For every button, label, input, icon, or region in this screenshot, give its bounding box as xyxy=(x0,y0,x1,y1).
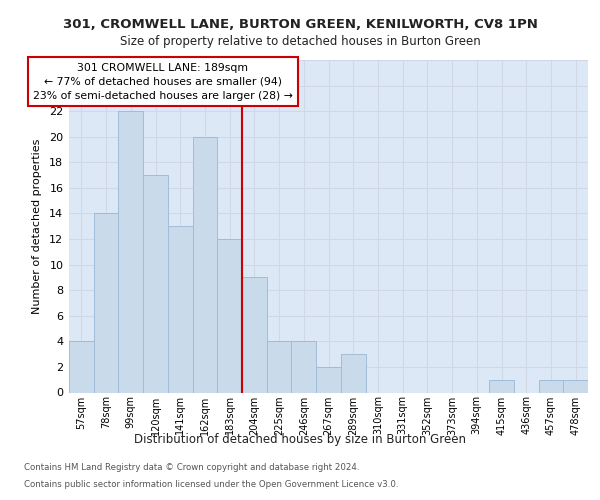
Text: 301, CROMWELL LANE, BURTON GREEN, KENILWORTH, CV8 1PN: 301, CROMWELL LANE, BURTON GREEN, KENILW… xyxy=(62,18,538,30)
Bar xyxy=(563,380,588,392)
Bar xyxy=(489,380,514,392)
Bar xyxy=(341,354,365,393)
Text: 301 CROMWELL LANE: 189sqm
← 77% of detached houses are smaller (94)
23% of semi-: 301 CROMWELL LANE: 189sqm ← 77% of detac… xyxy=(33,62,293,100)
Text: Contains HM Land Registry data © Crown copyright and database right 2024.: Contains HM Land Registry data © Crown c… xyxy=(24,464,359,472)
Bar xyxy=(168,226,193,392)
Text: Distribution of detached houses by size in Burton Green: Distribution of detached houses by size … xyxy=(134,432,466,446)
Text: Contains public sector information licensed under the Open Government Licence v3: Contains public sector information licen… xyxy=(24,480,398,489)
Bar xyxy=(69,342,94,392)
Bar xyxy=(539,380,563,392)
Bar xyxy=(267,342,292,392)
Bar xyxy=(193,136,217,392)
Bar xyxy=(94,214,118,392)
Text: Size of property relative to detached houses in Burton Green: Size of property relative to detached ho… xyxy=(119,35,481,48)
Bar xyxy=(217,239,242,392)
Bar xyxy=(316,367,341,392)
Bar xyxy=(118,111,143,392)
Y-axis label: Number of detached properties: Number of detached properties xyxy=(32,138,42,314)
Bar xyxy=(292,342,316,392)
Bar xyxy=(242,278,267,392)
Bar xyxy=(143,175,168,392)
